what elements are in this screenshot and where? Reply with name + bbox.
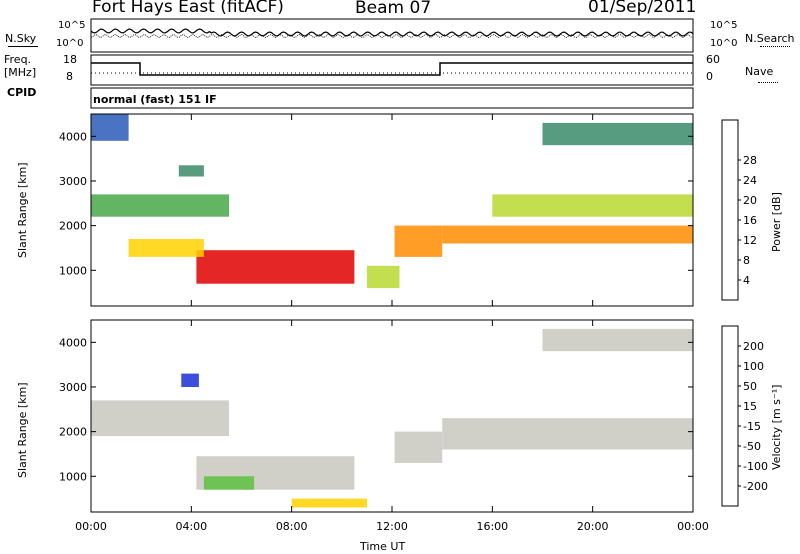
y-tick-label: 2000 <box>59 426 87 439</box>
velocity-echo-region <box>181 373 199 387</box>
cpid-panel-frame <box>90 87 694 109</box>
x-axis-label: Time UT <box>360 540 406 553</box>
colorbar-frame <box>721 119 739 301</box>
colorbar-tick-label: 15 <box>743 400 757 413</box>
y-tick-label: 4000 <box>59 336 87 349</box>
x-tick-label: 04:00 <box>175 520 207 533</box>
x-tick-label: 16:00 <box>476 520 508 533</box>
freq-trace <box>91 62 693 76</box>
freq-tick-top: 18 <box>63 53 77 66</box>
power-echo-region <box>366 265 400 289</box>
power-echo-region <box>442 225 693 244</box>
nsky-tick-bottom: 10^0 <box>56 38 84 49</box>
power-echo-region <box>91 114 129 141</box>
x-tick-label: 08:00 <box>276 520 308 533</box>
y-tick-label: 1000 <box>59 264 87 277</box>
colorbar-tick-label: 24 <box>743 174 757 187</box>
colorbar-tick-label: -15 <box>743 420 761 433</box>
nave-tick-bottom: 0 <box>706 70 713 83</box>
freq-label: Freq. <box>4 53 32 66</box>
nave-legend-line <box>758 82 778 83</box>
freq-unit-label: [MHz] <box>4 66 37 79</box>
velocity-colorbar-label: Velocity [m s⁻¹] <box>770 384 783 470</box>
cpid-label: CPID <box>7 86 37 99</box>
colorbar-frame <box>721 325 739 507</box>
nsearch-tick-bottom: 10^0 <box>710 38 738 49</box>
velocity-panel: 1000 2000 3000 4000 00:00 04:00 08:00 12:00 16:0… <box>59 319 768 533</box>
y-tick-label: 4000 <box>59 130 87 143</box>
velocity-echo-region <box>291 498 367 508</box>
velocity-echo-region <box>442 418 693 450</box>
x-tick-label: 20:00 <box>577 520 609 533</box>
noise-panel-frame <box>90 18 694 53</box>
power-echo-region <box>91 194 229 217</box>
colorbar-tick-label: -50 <box>743 440 761 453</box>
colorbar-tick-label: 28 <box>743 154 757 167</box>
x-tick-label: 12:00 <box>376 520 408 533</box>
nave-tick-top: 60 <box>706 53 720 66</box>
velocity-echo-region <box>203 476 255 490</box>
colorbar-tick-label: 4 <box>743 274 750 287</box>
power-echo-region <box>128 239 204 257</box>
colorbar-tick-label: 20 <box>743 194 757 207</box>
colorbar-tick-label: -200 <box>743 480 768 493</box>
colorbar-tick-label: 8 <box>743 254 750 267</box>
nsky-trace <box>90 28 694 37</box>
power-echo-region <box>492 194 693 217</box>
station-title: Fort Hays East (fitACF) <box>92 0 284 17</box>
power-echo-region <box>394 225 443 257</box>
power-echo-region <box>542 122 693 146</box>
nsearch-legend-line <box>760 46 790 47</box>
beam-title: Beam 07 <box>355 0 432 18</box>
colorbar-tick-label: 12 <box>743 234 757 247</box>
velocity-ylabel: Slant Range [km] <box>16 382 29 478</box>
nsky-legend-line <box>8 46 38 47</box>
velocity-echo-region <box>542 328 693 352</box>
velocity-echo-region <box>394 431 443 463</box>
power-echo-region <box>178 165 204 177</box>
colorbar-tick-label: 50 <box>743 380 757 393</box>
power-ylabel: Slant Range [km] <box>16 162 29 258</box>
velocity-echo-region <box>91 400 229 437</box>
y-tick-label: 3000 <box>59 175 87 188</box>
nsearch-label: N.Search <box>745 32 795 45</box>
nsearch-trace <box>90 34 694 38</box>
power-panel: 1000 2000 3000 4000 4 8 12 16 20 24 28 <box>59 113 757 307</box>
cpid-text: normal (fast) 151 IF <box>93 93 217 106</box>
power-echo-region <box>196 250 355 284</box>
nsky-tick-top: 10^5 <box>58 20 86 31</box>
noise-traces <box>90 28 694 38</box>
freq-tick-bottom: 8 <box>66 70 73 83</box>
power-colorbar-label: Power [dB] <box>770 192 783 252</box>
colorbar-tick-label: 100 <box>743 360 764 373</box>
y-tick-label: 3000 <box>59 381 87 394</box>
y-tick-label: 1000 <box>59 470 87 483</box>
colorbar-tick-label: -100 <box>743 460 768 473</box>
date-title: 01/Sep/2011 <box>588 0 697 17</box>
freq-panel-frame <box>90 54 694 86</box>
nsearch-tick-top: 10^5 <box>710 20 738 31</box>
x-tick-label: 00:00 <box>677 520 709 533</box>
nsky-label: N.Sky <box>5 32 37 45</box>
x-tick-label: 00:00 <box>75 520 107 533</box>
nave-label: Nave <box>745 65 774 78</box>
y-tick-label: 2000 <box>59 220 87 233</box>
colorbar-tick-label: 200 <box>743 340 764 353</box>
colorbar-tick-label: 16 <box>743 214 757 227</box>
